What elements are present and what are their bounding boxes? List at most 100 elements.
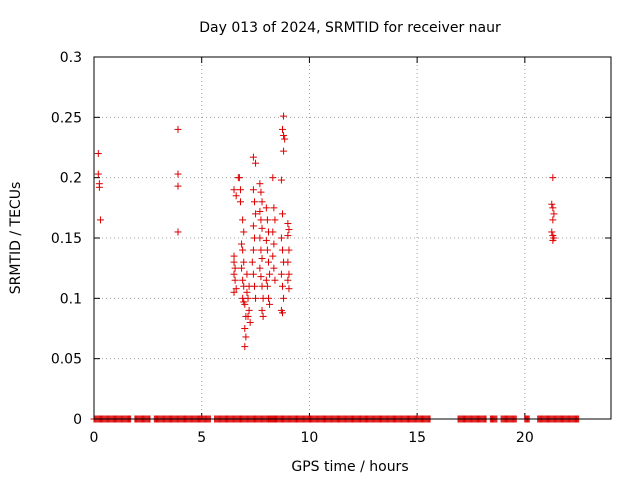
data-point [252,294,260,302]
data-point [257,188,265,196]
x-tick-label: 0 [90,430,99,446]
data-point [263,246,271,254]
data-point [243,288,251,296]
data-point [258,255,266,263]
data-point [242,333,250,341]
y-tick-label: 0.05 [51,352,82,368]
data-point [252,159,260,167]
data-point [240,228,248,236]
data-point [243,270,251,278]
data-point [230,270,238,278]
data-point [262,236,270,244]
data-point [241,343,249,351]
data-point [280,112,288,120]
data-point [174,125,182,133]
data-point [277,270,285,278]
data-point [278,246,286,254]
data-point [284,258,292,266]
data-point [95,183,103,191]
data-point [263,282,271,290]
chart-title: Day 013 of 2024, SRMTID for receiver nau… [199,20,501,36]
data-point [285,270,293,278]
data-point [285,285,293,293]
data-point [238,264,246,272]
data-point [248,258,256,266]
data-point [249,246,257,254]
data-point [264,258,272,266]
data-point [281,135,289,143]
data-point [239,276,247,284]
data-point [249,222,257,230]
data-point [230,186,238,194]
data-point [270,240,278,248]
data-point [280,294,288,302]
grid-lines [94,57,611,419]
data-point [236,198,244,206]
data-point [271,276,279,284]
data-point [548,228,556,236]
data-point [246,318,254,326]
data-point [278,282,286,290]
x-tick-label: 20 [516,430,534,446]
data-point [266,300,274,308]
data-point [245,306,253,314]
data-point [244,312,252,320]
data-point [256,234,264,242]
x-tick-label: 10 [301,430,319,446]
data-point [277,176,285,184]
x-tick-label: 15 [408,430,426,446]
y-axis-label: SRMTID / TECUs [8,182,24,295]
data-point [285,246,293,254]
x-axis-label: GPS time / hours [291,459,408,475]
data-point [548,200,556,208]
data-point [256,180,264,188]
data-point [94,170,102,178]
data-point [549,216,557,224]
data-point [284,232,292,240]
data-point [271,216,279,224]
data-point [236,186,244,194]
data-point [258,306,266,314]
data-point [174,182,182,190]
data-point [235,174,243,182]
y-tick-label: 0.3 [60,50,82,66]
data-point [284,276,292,284]
data-point [549,204,557,212]
data-point [549,236,557,244]
data-point [269,174,277,182]
data-point [258,198,266,206]
data-point [280,147,288,155]
data-point [269,252,277,260]
data-point [238,240,246,248]
data-point [249,270,257,278]
data-point [249,186,257,194]
data-point [94,150,102,158]
data-point [256,207,264,215]
data-point [256,264,264,272]
data-point [259,312,267,320]
data-point [174,170,182,178]
data-point [232,285,240,293]
data-point [258,224,266,232]
data-point [277,234,285,242]
data-point [257,273,265,281]
x-tick-label: 5 [197,430,206,446]
y-tick-label: 0.25 [51,110,82,126]
data-point [270,264,278,272]
data-point [549,174,557,182]
y-tick-label: 0.15 [51,231,82,247]
data-point [239,246,247,254]
data-point [266,270,274,278]
data-point [249,153,257,161]
data-point [231,264,239,272]
data-point [250,282,258,290]
data-point [262,276,270,284]
data-point [96,216,104,224]
data-point [231,276,239,284]
data-point [550,210,558,218]
data-point [278,309,286,317]
y-tick-label: 0.2 [60,171,82,187]
data-point [278,210,286,218]
data-point [278,125,286,133]
